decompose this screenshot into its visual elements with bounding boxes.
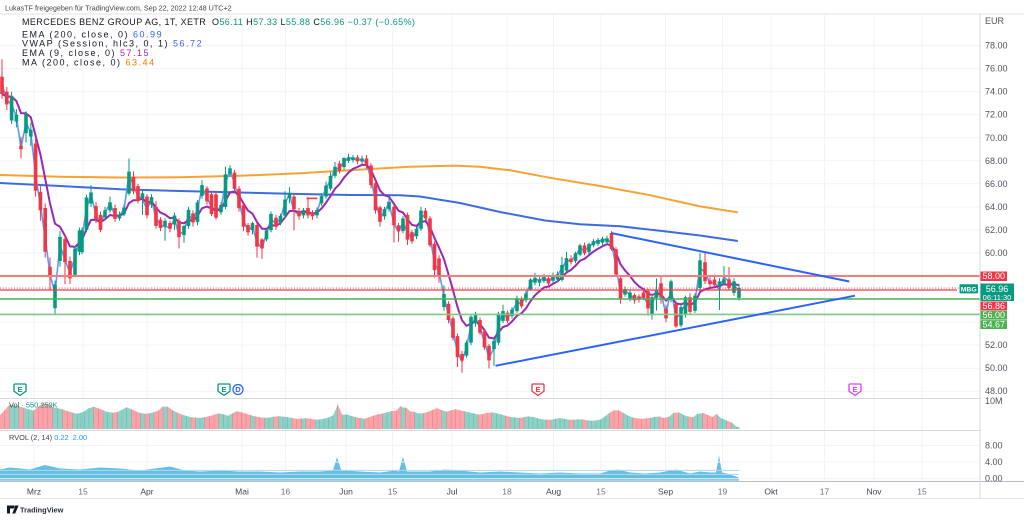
svg-text:LukasTF freigegeben für Tradin: LukasTF freigegeben für TradingView.com,… (5, 4, 232, 13)
svg-text:74.00: 74.00 (985, 87, 1008, 97)
svg-text:E: E (535, 385, 540, 394)
svg-text:15: 15 (917, 487, 927, 497)
svg-text:EMA (200, close, 0) 60.99: EMA (200, close, 0) 60.99 (22, 30, 163, 40)
svg-text:70.00: 70.00 (985, 133, 1008, 143)
svg-text:56.86: 56.86 (983, 301, 1006, 311)
svg-text:60.00: 60.00 (985, 248, 1008, 258)
svg-text:E: E (221, 385, 226, 394)
svg-text:EMA (9, close, 0) 57.15: EMA (9, close, 0) 57.15 (22, 48, 150, 58)
svg-text:68.00: 68.00 (985, 156, 1008, 166)
svg-text:4.00: 4.00 (985, 457, 1003, 467)
svg-text:48.00: 48.00 (985, 386, 1008, 396)
svg-text:10M: 10M (985, 396, 1003, 406)
svg-text:E: E (17, 385, 22, 394)
svg-text:76.00: 76.00 (985, 64, 1008, 74)
svg-text:56.96: 56.96 (986, 284, 1009, 294)
svg-text:MERCEDES BENZ GROUP AG, 1T, XE: MERCEDES BENZ GROUP AG, 1T, XETR O56.11 … (22, 17, 415, 27)
svg-text:D: D (235, 385, 241, 394)
svg-text:52.00: 52.00 (985, 340, 1008, 350)
svg-text:Jun: Jun (339, 487, 353, 497)
svg-text:18: 18 (502, 487, 512, 497)
svg-text:62.00: 62.00 (985, 225, 1008, 235)
svg-text:78.00: 78.00 (985, 41, 1008, 51)
svg-text:72.00: 72.00 (985, 110, 1008, 120)
svg-text:TradingView: TradingView (20, 506, 64, 515)
svg-text:Jul: Jul (447, 487, 458, 497)
svg-text:56.00: 56.00 (983, 310, 1006, 320)
svg-text:Okt: Okt (764, 487, 778, 497)
svg-text:16: 16 (281, 487, 291, 497)
svg-text:MBG: MBG (961, 286, 977, 293)
svg-text:EUR: EUR (985, 16, 1005, 26)
svg-text:0.00: 0.00 (985, 474, 1003, 484)
svg-text:54.67: 54.67 (983, 320, 1006, 330)
svg-text:17: 17 (820, 487, 830, 497)
svg-text:66.00: 66.00 (985, 179, 1008, 189)
svg-text:RVOL (2, 14) 0.22 2.00: RVOL (2, 14) 0.22 2.00 (9, 433, 87, 442)
svg-text:19: 19 (718, 487, 728, 497)
svg-text:Mai: Mai (235, 487, 249, 497)
svg-text:VWAP (Session, hlc3, 0, 1) 56.: VWAP (Session, hlc3, 0, 1) 56.72 (22, 39, 203, 49)
svg-text:Apr: Apr (140, 487, 153, 497)
svg-text:15: 15 (388, 487, 398, 497)
svg-text:MA (200, close, 0) 63.44: MA (200, close, 0) 63.44 (22, 58, 156, 68)
svg-text:Vol · 550.259K: Vol · 550.259K (9, 401, 58, 410)
svg-text:Mrz: Mrz (27, 487, 41, 497)
svg-text:15: 15 (78, 487, 88, 497)
svg-text:06:11:30: 06:11:30 (983, 293, 1012, 302)
svg-text:15: 15 (596, 487, 606, 497)
svg-text:58.00: 58.00 (983, 271, 1006, 281)
svg-text:50.00: 50.00 (985, 363, 1008, 373)
svg-text:8.00: 8.00 (985, 441, 1003, 451)
svg-text:Aug: Aug (546, 487, 561, 497)
svg-text:Sep: Sep (658, 487, 673, 497)
svg-text:E: E (852, 385, 857, 394)
svg-text:Nov: Nov (866, 487, 882, 497)
svg-text:64.00: 64.00 (985, 202, 1008, 212)
